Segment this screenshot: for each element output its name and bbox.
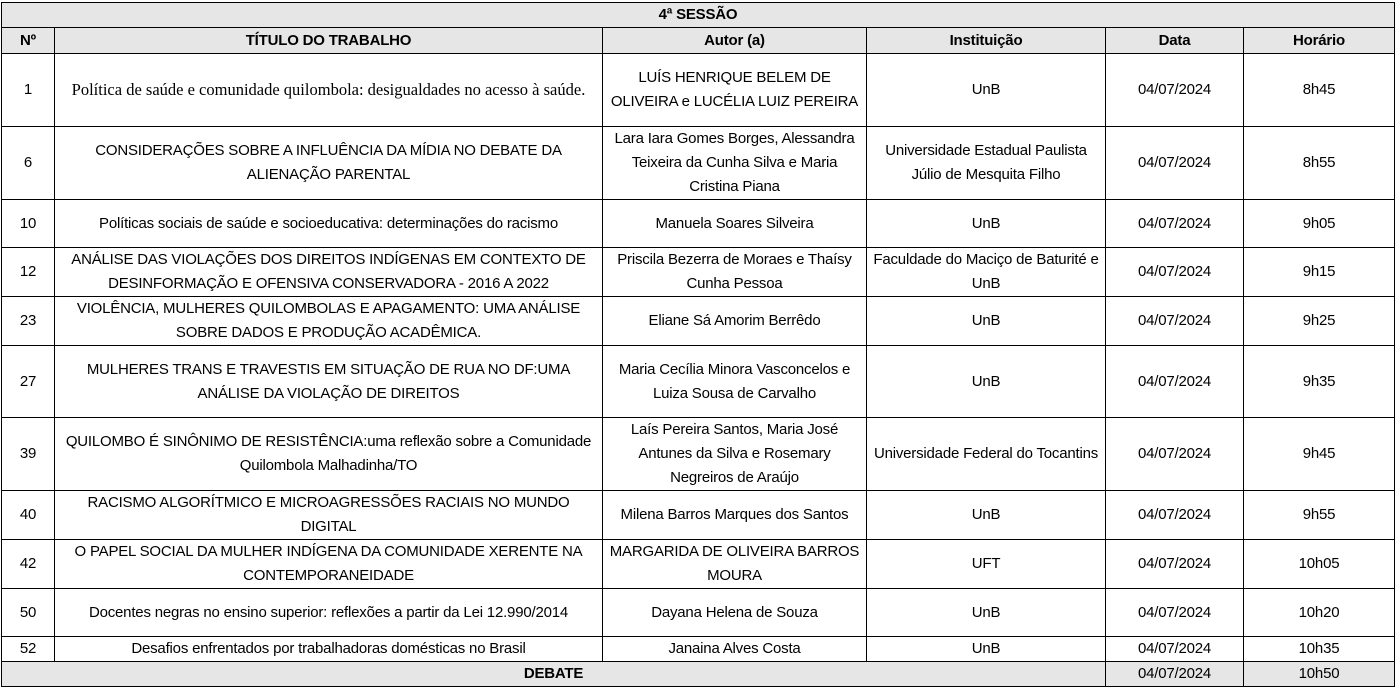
cell-author: Priscila Bezerra de Moraes e Thaísy Cunh… — [602, 247, 867, 297]
cell-date: 04/07/2024 — [1105, 247, 1244, 297]
table-row: 10 Políticas sociais de saúde e socioeduc… — [1, 199, 1395, 248]
cell-author: Laís Pereira Santos, Maria José Antunes … — [602, 417, 867, 491]
cell-title: Desafios enfrentados por trabalhadoras d… — [54, 636, 603, 662]
cell-institution: UnB — [866, 296, 1106, 346]
cell-number: 39 — [1, 417, 55, 491]
cell-title: Políticas sociais de saúde e socioeducat… — [54, 199, 603, 248]
cell-time: 8h45 — [1243, 53, 1395, 127]
header-title: TÍTULO DO TRABALHO — [54, 27, 603, 54]
cell-time: 10h05 — [1243, 539, 1395, 589]
cell-number: 50 — [1, 588, 55, 637]
cell-title: RACISMO ALGORÍTMICO E MICROAGRESSÕES RAC… — [54, 490, 603, 540]
cell-institution: Universidade Estadual Paulista Júlio de … — [866, 126, 1106, 200]
cell-institution: UnB — [866, 588, 1106, 637]
cell-number: 52 — [1, 636, 55, 662]
cell-date: 04/07/2024 — [1105, 199, 1244, 248]
cell-number: 42 — [1, 539, 55, 589]
cell-institution: UFT — [866, 539, 1106, 589]
cell-number: 1 — [1, 53, 55, 127]
cell-author: LUÍS HENRIQUE BELEM DE OLIVEIRA e LUCÉLI… — [602, 53, 867, 127]
cell-author: Dayana Helena de Souza — [602, 588, 867, 637]
cell-date: 04/07/2024 — [1105, 636, 1244, 662]
cell-title: CONSIDERAÇÕES SOBRE A INFLUÊNCIA DA MÍDI… — [54, 126, 603, 200]
session-title: 4ª SESSÃO — [1, 2, 1395, 28]
debate-row: DEBATE 04/07/2024 10h50 — [1, 661, 1395, 687]
cell-institution: UnB — [866, 490, 1106, 540]
cell-time: 9h45 — [1243, 417, 1395, 491]
debate-label: DEBATE — [1, 661, 1106, 687]
cell-date: 04/07/2024 — [1105, 588, 1244, 637]
cell-author: Lara Iara Gomes Borges, Alessandra Teixe… — [602, 126, 867, 200]
cell-author: Eliane Sá Amorim Berrêdo — [602, 296, 867, 346]
cell-date: 04/07/2024 — [1105, 126, 1244, 200]
cell-number: 6 — [1, 126, 55, 200]
header-number: Nº — [1, 27, 55, 54]
cell-institution: UnB — [866, 53, 1106, 127]
table-row: 27 MULHERES TRANS E TRAVESTIS EM SITUAÇÃO… — [1, 345, 1395, 418]
header-row: Nº TÍTULO DO TRABALHO Autor (a) Institui… — [1, 27, 1395, 54]
session-title-row: 4ª SESSÃO — [1, 2, 1395, 28]
cell-title: QUILOMBO É SINÔNIMO DE RESISTÊNCIA:uma r… — [54, 417, 603, 491]
cell-time: 8h55 — [1243, 126, 1395, 200]
cell-number: 40 — [1, 490, 55, 540]
cell-time: 9h05 — [1243, 199, 1395, 248]
cell-time: 10h35 — [1243, 636, 1395, 662]
debate-time: 10h50 — [1243, 661, 1395, 687]
header-date: Data — [1105, 27, 1244, 54]
table-row: 39 QUILOMBO É SINÔNIMO DE RESISTÊNCIA:uma… — [1, 417, 1395, 491]
cell-institution: UnB — [866, 345, 1106, 418]
table-row: 1 Política de saúde e comunidade quilombo… — [1, 53, 1395, 127]
cell-number: 10 — [1, 199, 55, 248]
cell-time: 9h25 — [1243, 296, 1395, 346]
cell-time: 10h20 — [1243, 588, 1395, 637]
cell-number: 27 — [1, 345, 55, 418]
table-row: 6 CONSIDERAÇÕES SOBRE A INFLUÊNCIA DA MÍD… — [1, 126, 1395, 200]
cell-title: O PAPEL SOCIAL DA MULHER INDÍGENA DA COM… — [54, 539, 603, 589]
cell-title: VIOLÊNCIA, MULHERES QUILOMBOLAS E APAGAM… — [54, 296, 603, 346]
table-row: 12 ANÁLISE DAS VIOLAÇÕES DOS DIREITOS IND… — [1, 247, 1395, 297]
cell-time: 9h15 — [1243, 247, 1395, 297]
cell-title: MULHERES TRANS E TRAVESTIS EM SITUAÇÃO D… — [54, 345, 603, 418]
cell-date: 04/07/2024 — [1105, 490, 1244, 540]
cell-author: Manuela Soares Silveira — [602, 199, 867, 248]
cell-title: ANÁLISE DAS VIOLAÇÕES DOS DIREITOS INDÍG… — [54, 247, 603, 297]
cell-institution: UnB — [866, 636, 1106, 662]
cell-number: 12 — [1, 247, 55, 297]
header-time: Horário — [1243, 27, 1395, 54]
table-row: 50 Docentes negras no ensino superior: re… — [1, 588, 1395, 637]
cell-author: MARGARIDA DE OLIVEIRA BARROS MOURA — [602, 539, 867, 589]
cell-date: 04/07/2024 — [1105, 345, 1244, 418]
header-author: Autor (a) — [602, 27, 867, 54]
cell-author: Milena Barros Marques dos Santos — [602, 490, 867, 540]
cell-time: 9h35 — [1243, 345, 1395, 418]
cell-institution: Faculdade do Maciço de Baturité e UnB — [866, 247, 1106, 297]
table-row: 23 VIOLÊNCIA, MULHERES QUILOMBOLAS E APAG… — [1, 296, 1395, 346]
table-row: 52 Desafios enfrentados por trabalhadoras… — [1, 636, 1395, 662]
cell-date: 04/07/2024 — [1105, 296, 1244, 346]
cell-date: 04/07/2024 — [1105, 417, 1244, 491]
cell-number: 23 — [1, 296, 55, 346]
cell-date: 04/07/2024 — [1105, 53, 1244, 127]
cell-time: 9h55 — [1243, 490, 1395, 540]
cell-author: Janaina Alves Costa — [602, 636, 867, 662]
cell-institution: Universidade Federal do Tocantins — [866, 417, 1106, 491]
cell-date: 04/07/2024 — [1105, 539, 1244, 589]
header-institution: Instituição — [866, 27, 1106, 54]
table-row: 40 RACISMO ALGORÍTMICO E MICROAGRESSÕES R… — [1, 490, 1395, 540]
cell-title: Docentes negras no ensino superior: refl… — [54, 588, 603, 637]
debate-date: 04/07/2024 — [1105, 661, 1244, 687]
cell-author: Maria Cecília Minora Vasconcelos e Luiza… — [602, 345, 867, 418]
table-row: 42 O PAPEL SOCIAL DA MULHER INDÍGENA DA C… — [1, 539, 1395, 589]
cell-title: Política de saúde e comunidade quilombol… — [54, 53, 603, 127]
cell-institution: UnB — [866, 199, 1106, 248]
